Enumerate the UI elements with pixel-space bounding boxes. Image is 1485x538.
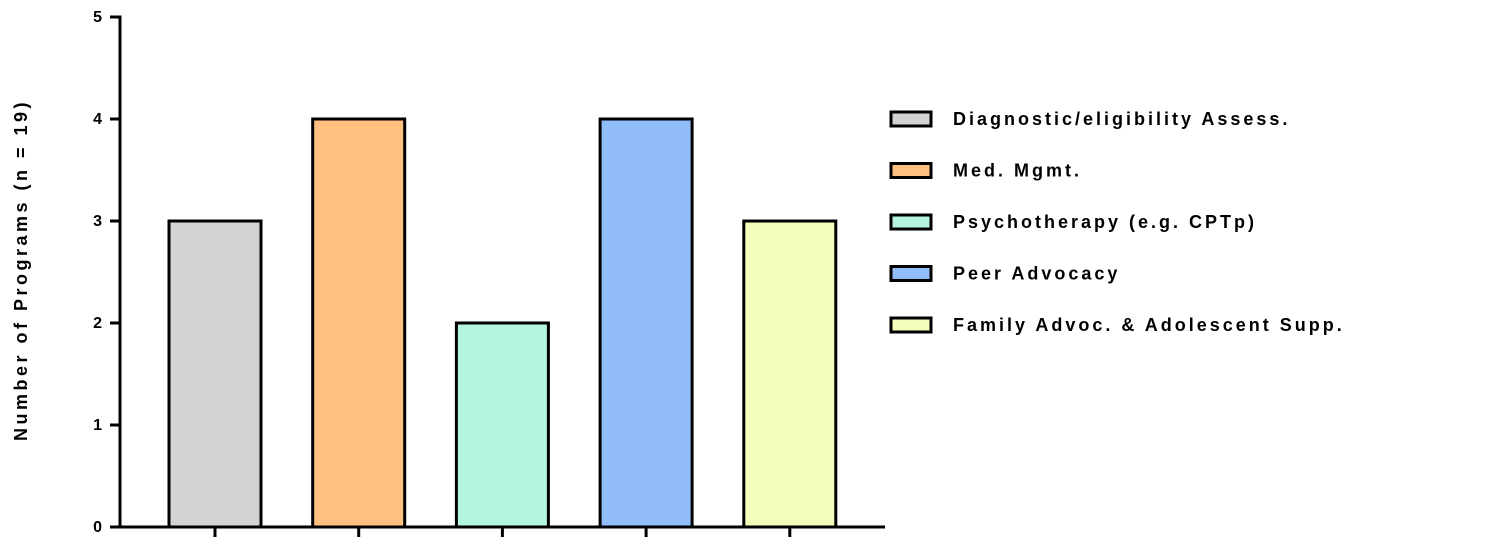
bar (454, 321, 550, 529)
legend-label: Family Advoc. & Adolescent Supp. (953, 315, 1345, 335)
y-tick-label: 0 (93, 519, 102, 536)
legend-swatch (889, 265, 933, 282)
legend-swatch (889, 110, 933, 128)
bar (742, 219, 838, 529)
legend-label: Peer Advocacy (953, 263, 1120, 283)
y-axis-label: Number of Programs (n = 19) (11, 99, 31, 441)
y-tick-label: 2 (93, 315, 102, 332)
bar (598, 117, 694, 529)
bar (311, 117, 407, 529)
legend-swatch (889, 316, 933, 334)
legend-label: Psychotherapy (e.g. CPTp) (953, 212, 1257, 232)
bar (167, 219, 263, 529)
y-tick-label: 5 (93, 9, 102, 26)
y-tick-label: 3 (93, 213, 102, 230)
y-tick-label: 1 (93, 417, 102, 434)
y-tick-label: 4 (93, 111, 102, 128)
legend-label: Diagnostic/eligibility Assess. (953, 109, 1290, 129)
legend-swatch (889, 213, 933, 231)
legend-swatch (889, 162, 933, 179)
legend-label: Med. Mgmt. (953, 160, 1082, 180)
